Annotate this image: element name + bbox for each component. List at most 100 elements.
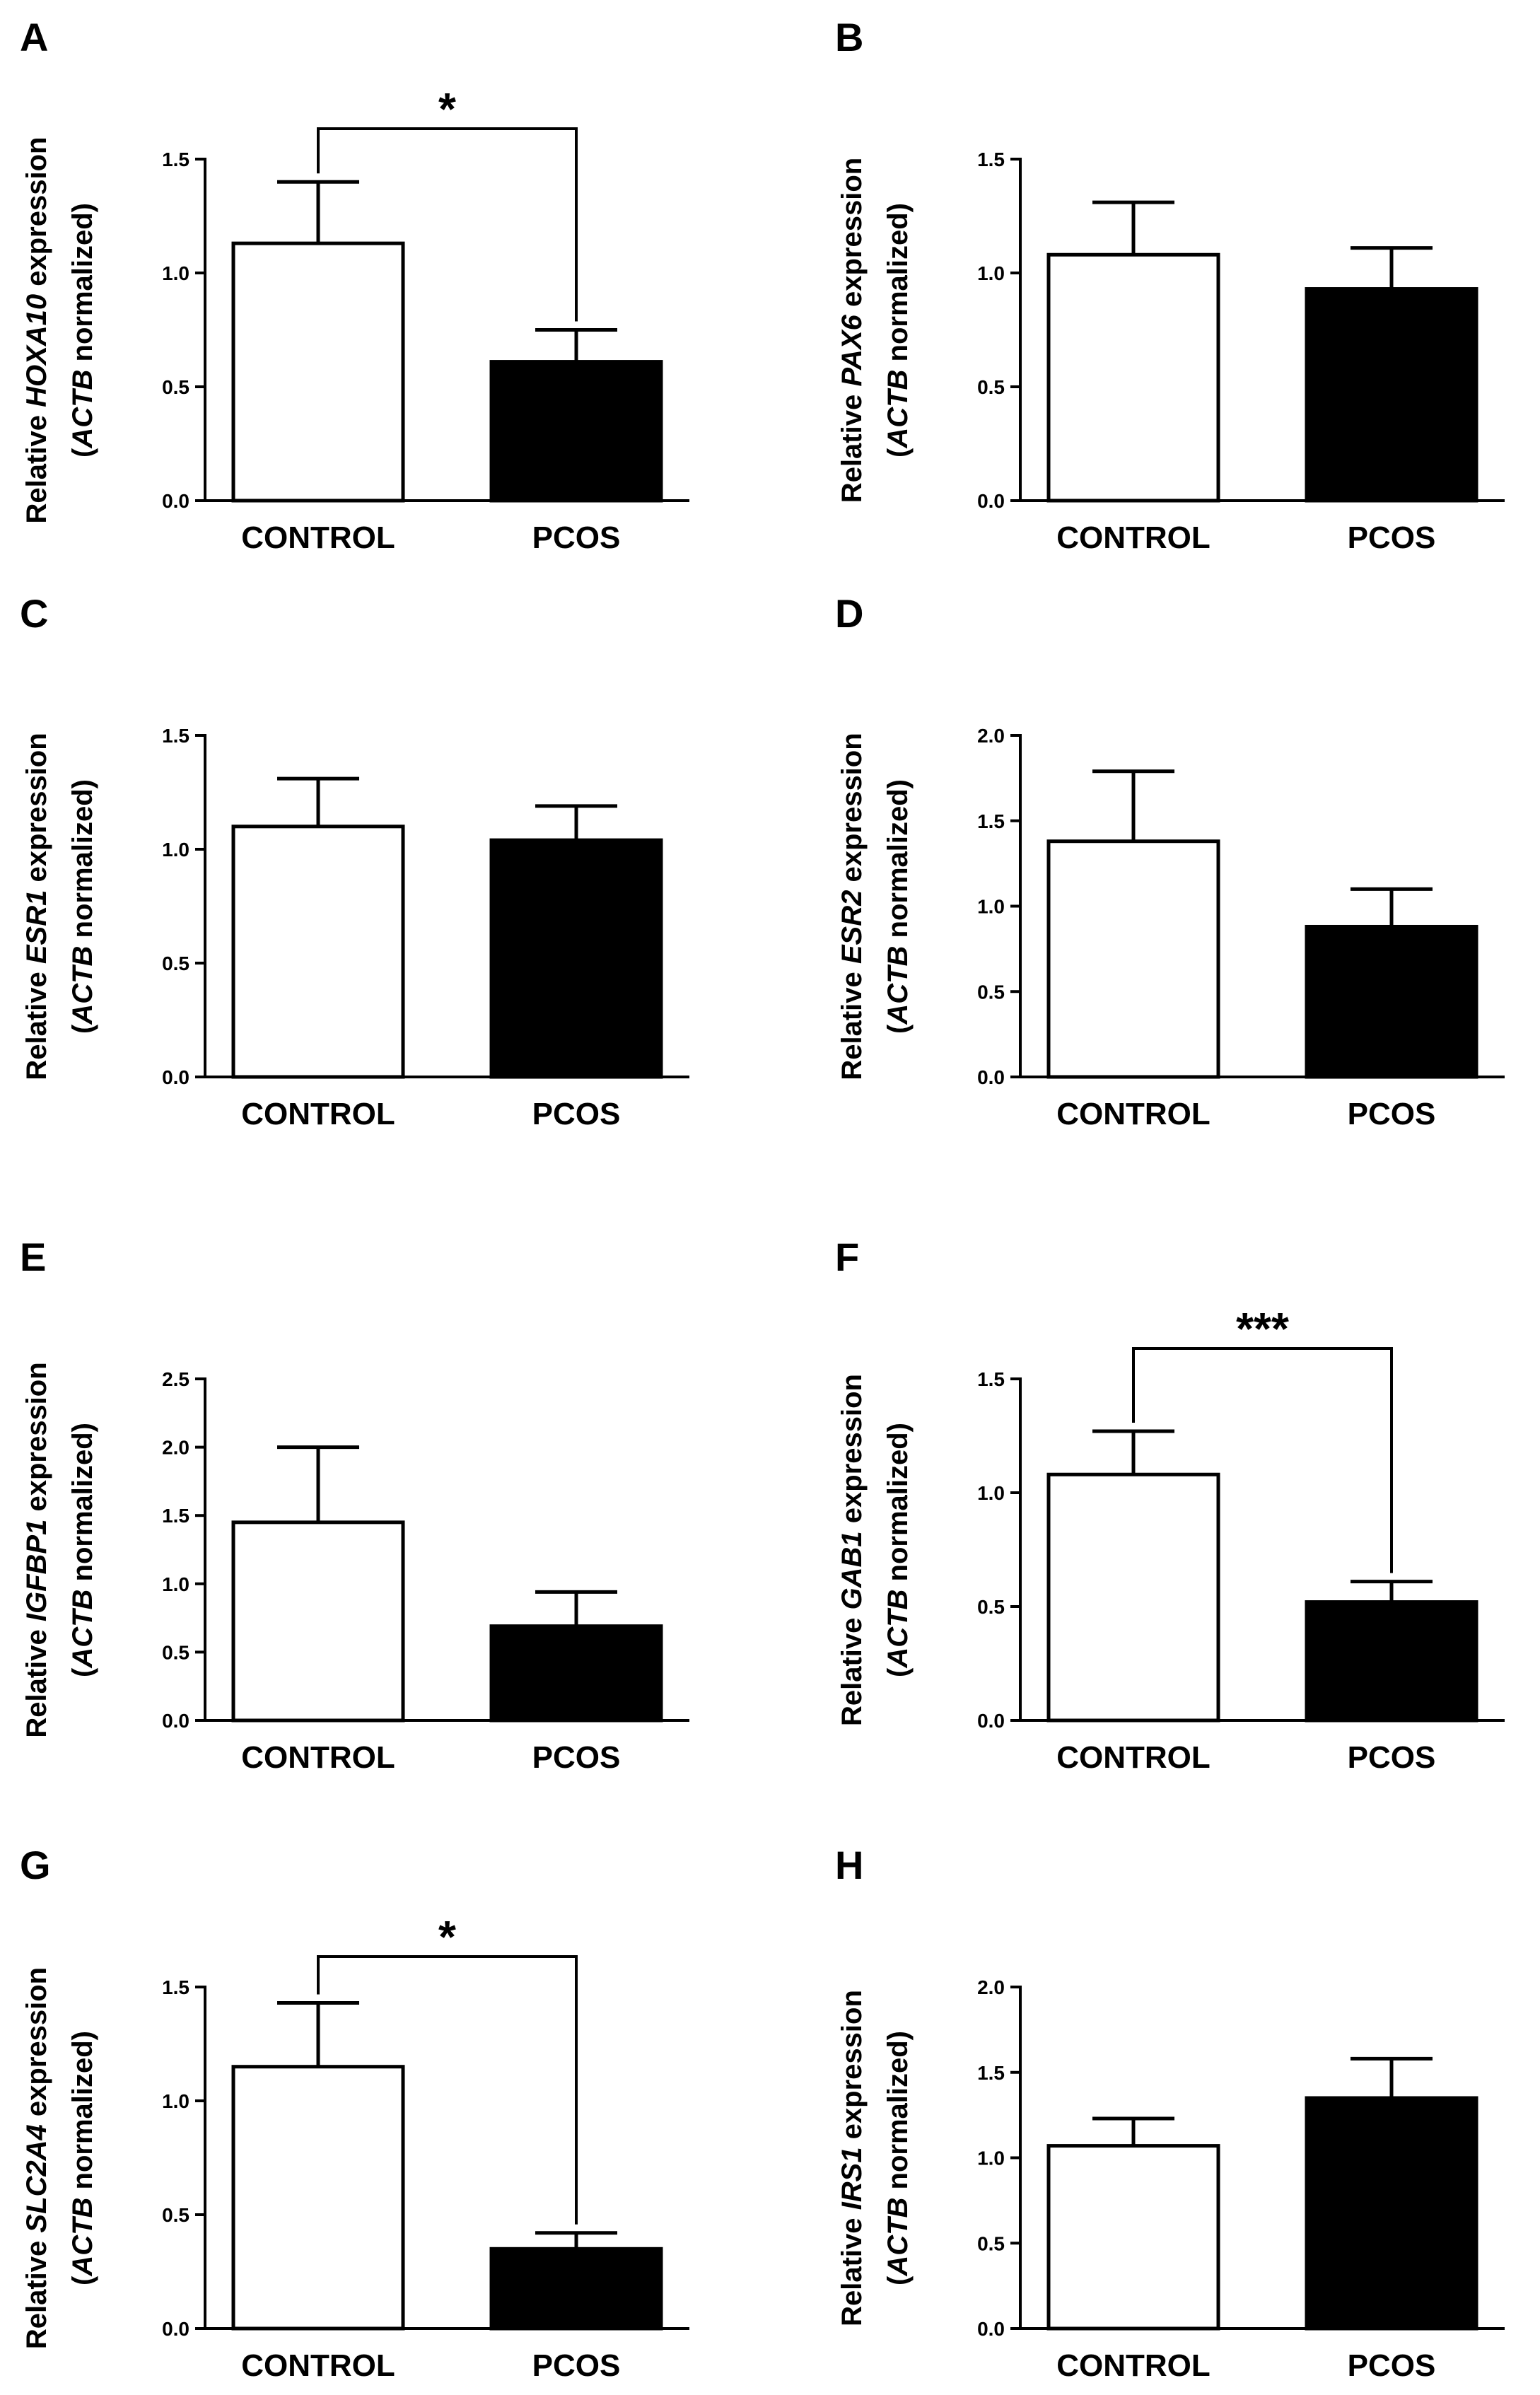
y-axis-label-prefix: Relative	[836, 387, 868, 503]
panel-letter: D	[835, 591, 863, 636]
y-tick-label: 1.0	[977, 896, 1005, 918]
chart-panel-g: G 0.0 0.5 1.0 1.5 CONTROL PCOS * Relative SLC2A4…	[20, 1843, 689, 2383]
panel-letter: A	[20, 15, 48, 59]
y-axis-label-gene: ESR2	[836, 890, 868, 965]
y-axis-label2-gene: ACTB	[67, 1590, 98, 1669]
significance-bracket	[317, 127, 578, 322]
y-tick-label: 1.5	[162, 1505, 189, 1527]
bar-pcos	[489, 360, 663, 503]
y-axis-label-prefix: Relative	[21, 1621, 52, 1738]
y-axis-label2-rest: normalized)	[882, 2031, 914, 2198]
bar-pcos	[1305, 924, 1478, 1079]
y-axis-label-prefix: Relative	[836, 2210, 868, 2326]
y-tick-label: 0.0	[977, 490, 1005, 512]
panel-letter: E	[20, 1235, 46, 1279]
chart-panel-c: C 0.0 0.5 1.0 1.5 CONTROL PCOS Relative ESR1 ex…	[20, 591, 689, 1131]
y-axis-label2-open: (	[882, 2275, 914, 2285]
chart-panel-b: B 0.0 0.5 1.0 1.5 CONTROL PCOS Relative PAX6 ex…	[835, 15, 1505, 555]
y-axis-label-suffix: expression	[836, 1990, 868, 2147]
y-tick-label: 0.0	[977, 2318, 1005, 2340]
significance-marker: ***	[1236, 1303, 1289, 1354]
x-category-label: CONTROL	[241, 2348, 395, 2383]
y-axis-label2-gene: ACTB	[67, 370, 98, 449]
x-category-label: CONTROL	[1056, 1097, 1211, 1131]
y-axis-label-normalization: (ACTB normalized)	[67, 203, 98, 458]
y-axis-label-normalization: (ACTB normalized)	[882, 203, 914, 458]
x-category-label: CONTROL	[1056, 2348, 1211, 2383]
y-tick-label: 1.5	[162, 725, 189, 747]
y-axis-label2-rest: normalized)	[67, 2031, 98, 2198]
panel-letter: H	[835, 1843, 863, 1887]
y-axis-label-prefix: Relative	[21, 964, 52, 1080]
y-axis-label: Relative PAX6 expression	[836, 158, 868, 503]
chart-panel-d: D 0.0 0.5 1.0 1.5 2.0 CONTROL PCOS Relative ESR2…	[835, 591, 1505, 1131]
bar-control	[231, 241, 405, 503]
y-axis-label-gene: IGFBP1	[21, 1520, 52, 1621]
y-axis-label2-rest: normalized)	[67, 779, 98, 946]
y-axis-label2-rest: normalized)	[67, 1423, 98, 1590]
y-tick-label: 0.0	[977, 1066, 1005, 1088]
chart-panel-e: E 0.0 0.5 1.0 1.5 2.0 2.5 CONTROL PCOS Relative I…	[20, 1235, 689, 1775]
y-axis-label2-rest: normalized)	[882, 203, 914, 370]
y-axis-label-suffix: expression	[21, 137, 52, 294]
y-axis-label-suffix: expression	[836, 1374, 868, 1531]
y-tick-label: 0.5	[977, 1596, 1005, 1618]
panel-letter: F	[835, 1235, 859, 1279]
y-axis-label: Relative IRS1 expression	[836, 1990, 868, 2326]
bar-pcos	[1305, 1600, 1478, 1723]
y-tick-label: 1.5	[162, 148, 189, 170]
y-tick-label: 0.0	[162, 490, 189, 512]
significance-marker: *	[438, 1911, 456, 1962]
y-axis-label-normalization: (ACTB normalized)	[882, 2031, 914, 2285]
y-axis-label-gene: ESR1	[21, 890, 52, 965]
y-axis-label-normalization: (ACTB normalized)	[882, 1423, 914, 1677]
y-tick-label: 2.5	[162, 1368, 189, 1390]
bar-control	[231, 824, 405, 1079]
y-axis-label: Relative ESR1 expression	[21, 733, 52, 1080]
y-axis-label-prefix: Relative	[21, 2233, 52, 2350]
y-axis-label2-gene: ACTB	[67, 2198, 98, 2277]
y-axis-label-suffix: expression	[21, 733, 52, 890]
y-tick-label: 1.5	[977, 2062, 1005, 2084]
y-axis-label: Relative ESR2 expression	[836, 733, 868, 1080]
y-axis-label2-gene: ACTB	[67, 946, 98, 1025]
y-axis-label2-gene: ACTB	[882, 946, 914, 1025]
y-axis-label-gene: PAX6	[836, 314, 868, 386]
y-tick-label: 1.0	[162, 839, 189, 861]
y-tick-label: 1.5	[977, 1368, 1005, 1390]
y-axis-label-suffix: expression	[836, 158, 868, 315]
y-axis-label-suffix: expression	[21, 1967, 52, 2124]
y-tick-label: 0.5	[977, 981, 1005, 1003]
chart-panel-h: H 0.0 0.5 1.0 1.5 2.0 CONTROL PCOS Relative IRS1…	[835, 1843, 1505, 2383]
panel-letter: C	[20, 591, 48, 636]
bar-control	[1046, 1472, 1220, 1723]
x-category-label: PCOS	[532, 520, 621, 555]
y-tick-label: 1.0	[162, 2090, 189, 2112]
x-category-label: PCOS	[1348, 520, 1436, 555]
y-tick-label: 1.0	[977, 2148, 1005, 2169]
y-tick-label: 1.0	[162, 262, 189, 284]
y-axis-label-normalization: (ACTB normalized)	[67, 1423, 98, 1677]
y-tick-label: 0.5	[977, 376, 1005, 398]
y-axis-label2-gene: ACTB	[882, 1590, 914, 1669]
y-tick-label: 1.0	[162, 1573, 189, 1595]
y-axis-label2-gene: ACTB	[882, 370, 914, 449]
x-category-label: PCOS	[532, 2348, 621, 2383]
y-axis-label-normalization: (ACTB normalized)	[67, 2031, 98, 2285]
bar-pcos	[1305, 2096, 1478, 2331]
bar-control	[231, 2065, 405, 2331]
y-tick-label: 0.5	[162, 2204, 189, 2226]
bar-control	[231, 1520, 405, 1723]
panel-letter: G	[20, 1843, 51, 1887]
y-axis-label: Relative GAB1 expression	[836, 1374, 868, 1726]
y-axis-label2-open: (	[882, 448, 914, 458]
y-axis-label2-open: (	[882, 1024, 914, 1034]
x-category-label: CONTROL	[241, 520, 395, 555]
y-axis-label-gene: SLC2A4	[21, 2124, 52, 2232]
x-category-label: CONTROL	[1056, 520, 1211, 555]
y-axis-label2-rest: normalized)	[882, 779, 914, 946]
y-axis-label2-open: (	[67, 2275, 98, 2285]
y-tick-label: 2.0	[977, 1976, 1005, 1998]
y-tick-label: 0.5	[162, 376, 189, 398]
